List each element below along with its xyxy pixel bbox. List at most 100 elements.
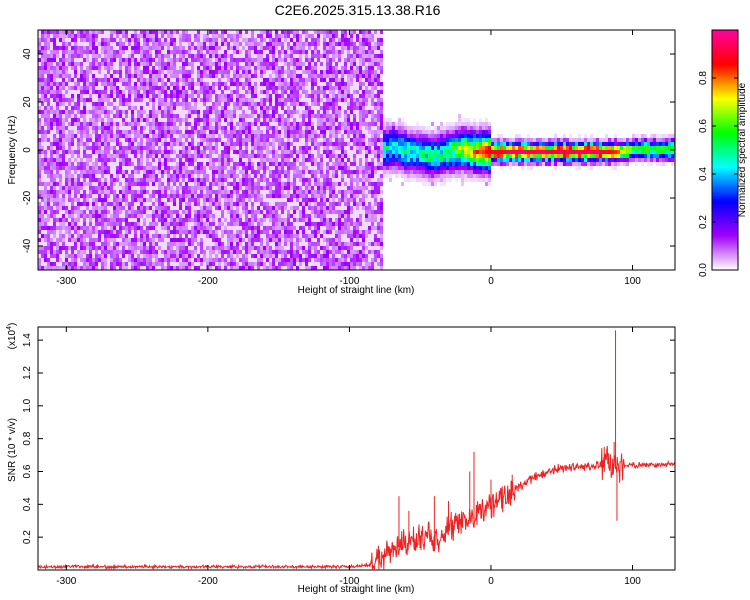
heatmap-cell [140,38,143,42]
heatmap-cell [122,90,125,94]
heatmap-cell [65,214,68,218]
heatmap-cell [146,206,149,210]
heatmap-cell [188,146,191,150]
heatmap-cell [131,250,134,254]
heatmap-cell [137,258,140,262]
heatmap-cell [116,214,119,218]
heatmap-cell [173,110,176,114]
heatmap-cell [230,90,233,94]
heatmap-cell [218,242,221,246]
heatmap-cell [230,230,233,234]
heatmap-cell [119,218,122,222]
heatmap-cell [215,50,218,54]
heatmap-cell [125,234,128,238]
heatmap-cell [149,146,152,150]
heatmap-cell [50,106,53,110]
heatmap-cell [254,38,257,42]
heatmap-cell [155,94,158,98]
heatmap-cell [50,174,53,178]
heatmap-cell [257,258,260,262]
heatmap-cell [107,222,110,226]
heatmap-cell [137,102,140,106]
heatmap-cell [197,142,200,146]
heatmap-cell [191,78,194,82]
heatmap-cell [167,150,170,154]
heatmap-cell [230,194,233,198]
heatmap-cell [281,230,284,234]
heatmap-cell [95,102,98,106]
heatmap-cell [110,266,113,270]
heatmap-cell [221,234,224,238]
heatmap-cell [191,222,194,226]
heatmap-cell [251,74,254,78]
heatmap-cell [47,166,50,170]
heatmap-cell [47,58,50,62]
heatmap-cell [230,110,233,114]
heatmap-cell [77,198,80,202]
heatmap-cell [41,110,44,114]
heatmap-cell [137,150,140,154]
heatmap-cell [113,242,116,246]
heatmap-cell [200,38,203,42]
heatmap-cell [134,178,137,182]
heatmap-cell [116,178,119,182]
heatmap-cell [173,186,176,190]
heatmap-cell [86,122,89,126]
heatmap-cell [272,62,275,66]
heatmap-cell [167,190,170,194]
heatmap-cell [131,234,134,238]
heatmap-cell [173,218,176,222]
heatmap-cell [257,42,260,46]
heatmap-cell [119,166,122,170]
heatmap-cell [221,214,224,218]
heatmap-cell [74,38,77,42]
heatmap-cell [77,210,80,214]
heatmap-cell [119,226,122,230]
heatmap-cell [161,186,164,190]
heatmap-cell [191,210,194,214]
heatmap-cell [158,210,161,214]
heatmap-cell [218,238,221,242]
heatmap-cell [83,42,86,46]
heatmap-cell [254,238,257,242]
heatmap-cell [275,198,278,202]
heatmap-cell [158,150,161,154]
heatmap-cell [146,94,149,98]
heatmap-cell [281,234,284,238]
heatmap-cell [197,186,200,190]
heatmap-cell [281,54,284,58]
heatmap-cell [152,182,155,186]
heatmap-cell [116,226,119,230]
heatmap-cell [50,226,53,230]
heatmap-cell [116,202,119,206]
heatmap-cell [146,182,149,186]
heatmap-cell [149,194,152,198]
heatmap-cell [212,58,215,62]
heatmap-cell [227,138,230,142]
heatmap-cell [38,182,41,186]
heatmap-cell [149,222,152,226]
heatmap-cell [44,90,47,94]
heatmap-cell [242,202,245,206]
heatmap-cell [143,262,146,266]
heatmap-cell [77,38,80,42]
heatmap-cell [89,54,92,58]
heatmap-cell [209,162,212,166]
heatmap-cell [239,166,242,170]
heatmap-cell [143,54,146,58]
heatmap-cell [38,82,41,86]
heatmap-cell [98,166,101,170]
heatmap-cell [56,138,59,142]
heatmap-cell [107,118,110,122]
heatmap-cell [179,34,182,38]
heatmap-cell [149,246,152,250]
heatmap-cell [266,38,269,42]
heatmap-cell [197,34,200,38]
heatmap-cell [44,250,47,254]
heatmap-cell [251,130,254,134]
heatmap-cell [152,202,155,206]
heatmap-cell [227,238,230,242]
heatmap-cell [140,234,143,238]
heatmap-cell [164,202,167,206]
heatmap-cell [272,150,275,154]
